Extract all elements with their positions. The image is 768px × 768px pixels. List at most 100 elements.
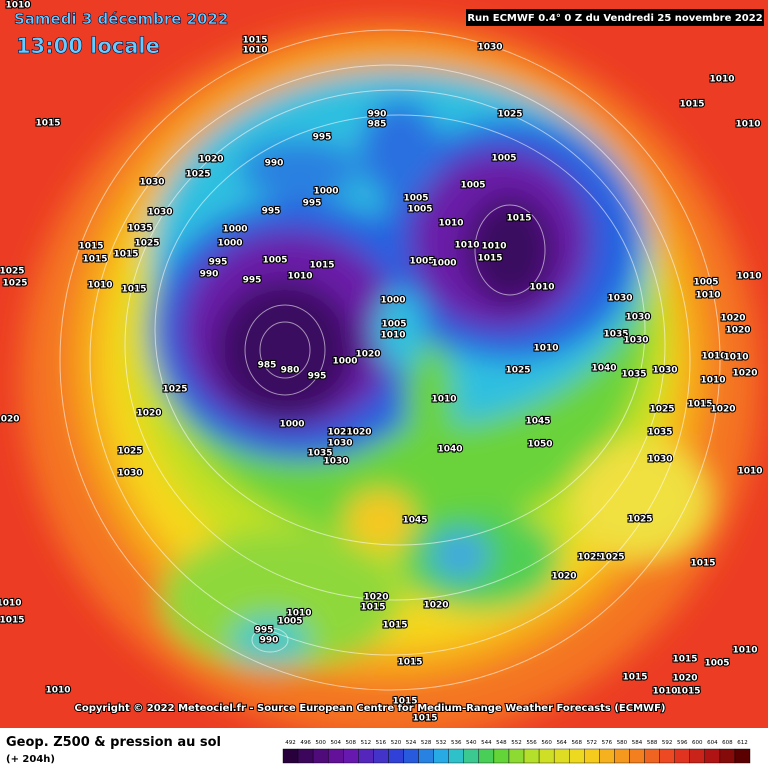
isobar-label: 1005: [460, 181, 485, 191]
isobar-label: 1010: [701, 352, 726, 362]
scale-swatch: [388, 748, 404, 764]
scale-swatch: [523, 748, 540, 764]
scale-label: 588: [647, 740, 658, 746]
isobar-label: 1030: [647, 455, 672, 465]
scale-swatch: [689, 748, 706, 764]
isobar-label: 1020: [346, 428, 371, 438]
isobar-label: 1015: [506, 214, 531, 224]
scale-label: 496: [300, 740, 311, 746]
isobar-label: 1020: [720, 314, 745, 324]
isobar-label: 1015: [382, 621, 407, 631]
isobar-label: 1025: [134, 239, 159, 249]
isobar-label: 1015: [412, 714, 437, 724]
isobar-label: 1025: [185, 170, 210, 180]
isobar-label: 1010: [732, 646, 757, 656]
scale-swatch: [312, 748, 329, 764]
isobar-label: 1010: [709, 75, 734, 85]
isobar-label: 990: [200, 270, 219, 280]
isobar-label: 1005: [704, 659, 729, 669]
scale-label: 536: [451, 740, 462, 746]
scale-label: 612: [737, 740, 748, 746]
isobar-label: 1010: [735, 120, 760, 130]
isobar-label: 1010: [723, 353, 748, 363]
scale-swatch: [463, 748, 480, 764]
scale-swatch: [569, 748, 585, 764]
isobar-label: 1025: [599, 553, 624, 563]
footer-title: Geop. Z500 & pression au sol: [6, 735, 221, 750]
date: Samedi 3 décembre 2022: [14, 10, 228, 28]
scale-label: 552: [511, 740, 522, 746]
isobar-label: 1025: [2, 279, 27, 289]
isobar-label: 990: [368, 110, 387, 120]
run-box: [466, 9, 764, 26]
isobar-label: 1000: [380, 296, 405, 306]
scale-swatch: [343, 748, 359, 764]
isobar-label: 1030: [139, 178, 164, 188]
isobar-label: 1035: [307, 449, 332, 459]
scale-label: 600: [692, 740, 703, 746]
isobar-label: 1015: [35, 119, 60, 129]
isobar-label: 1000: [431, 259, 456, 269]
isobar-label: 995: [262, 207, 281, 217]
isobar-label: 1030: [147, 208, 172, 218]
scale-swatch: [493, 748, 510, 764]
scale-swatch: [584, 748, 600, 764]
isobar-label: 1020: [725, 326, 750, 336]
scale-label: 604: [707, 740, 718, 746]
isobar-label: 1010: [45, 686, 70, 696]
isobar-label: 1020: [355, 350, 380, 360]
isobar-label: 1035: [647, 428, 672, 438]
scale-swatch: [448, 748, 464, 764]
isobar-label: 1020: [551, 572, 576, 582]
isobar-label: 1005: [262, 256, 287, 266]
scale-swatch: [508, 748, 525, 764]
isobar-label: 1010: [529, 283, 554, 293]
isobar-label: 1020: [363, 593, 388, 603]
isobar-label: 1015: [82, 255, 107, 265]
scale-swatch: [297, 748, 314, 764]
isobar-label: 995: [308, 372, 327, 382]
isobar-label: 995: [243, 276, 262, 286]
scale-swatch: [674, 748, 690, 764]
isobar-label: 1025: [0, 267, 25, 277]
isobar-label: 1025: [497, 110, 522, 120]
isobar-label: 1015: [675, 687, 700, 697]
scale-label: 556: [526, 740, 537, 746]
isobar-label: 1030: [652, 366, 677, 376]
isobar-label: 995: [255, 626, 274, 636]
isobar-label: 1015: [309, 261, 334, 271]
isobar-label: 1025: [649, 405, 674, 415]
isobar-label: 1015: [477, 254, 502, 264]
scale-label: 540: [466, 740, 477, 746]
contours: [59, 29, 721, 691]
scale-swatch: [704, 748, 721, 764]
time: 13:00 locale: [16, 34, 160, 58]
isobar-label: 1000: [217, 239, 242, 249]
isobar-label: 1015: [392, 697, 417, 707]
isobar-label: 1015: [360, 603, 385, 613]
isobar-label: 1015: [622, 673, 647, 683]
isobar-label: 1010: [454, 241, 479, 251]
isobar-label: 1005: [277, 617, 302, 627]
isobar-label: 1010: [736, 272, 761, 282]
isobar-label: 1035: [621, 370, 646, 380]
isobar-label: 1015: [672, 655, 697, 665]
scale-label: 512: [361, 740, 372, 746]
scale-label: 544: [481, 740, 492, 746]
isobar-label: 1010: [533, 344, 558, 354]
scale-swatch: [373, 748, 389, 764]
isobar-label: 990: [260, 636, 279, 646]
isobar-label: 1030: [323, 457, 348, 467]
scale-label: 504: [330, 740, 341, 746]
isobar-label: 1030: [477, 43, 502, 53]
isobar-label: 1015: [121, 285, 146, 295]
isobar-label: 1035: [127, 224, 152, 234]
scale-label: 532: [436, 740, 447, 746]
isobar-label: 1010: [431, 395, 456, 405]
isobar-label: 990: [265, 159, 284, 169]
isobar-label: 1010: [380, 331, 405, 341]
isobar-label: 1000: [332, 357, 357, 367]
scale-swatch: [478, 748, 495, 764]
scale-label: 516: [376, 740, 387, 746]
scale-swatch: [599, 748, 615, 764]
